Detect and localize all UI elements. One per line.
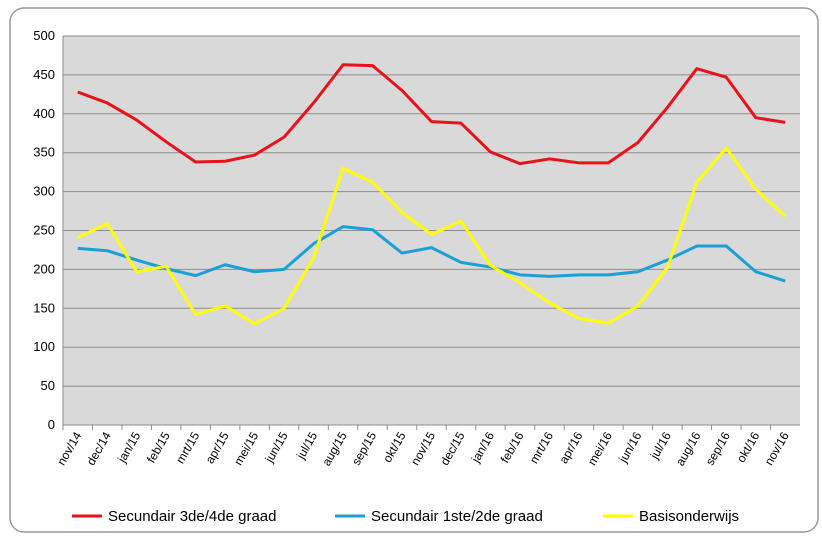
series-line <box>77 225 786 283</box>
y-tick-label: 150 <box>33 300 55 315</box>
legend-label: Basisonderwijs <box>639 508 739 525</box>
y-tick-label: 50 <box>41 378 55 393</box>
series-line <box>77 146 787 326</box>
y-tick-label: 200 <box>33 261 55 276</box>
y-tick-label: 400 <box>33 106 55 121</box>
y-tick-label: 0 <box>48 417 55 432</box>
y-tick-label: 500 <box>33 28 55 43</box>
y-tick-label: 250 <box>33 223 55 238</box>
legend-label: Secundair 3de/4de graad <box>108 508 276 525</box>
legend-label: Secundair 1ste/2de graad <box>371 508 543 525</box>
y-tick-label: 100 <box>33 339 55 354</box>
y-tick-label: 300 <box>33 184 55 199</box>
y-tick-label: 350 <box>33 145 55 160</box>
series-line <box>77 63 786 166</box>
y-tick-label: 450 <box>33 67 55 82</box>
